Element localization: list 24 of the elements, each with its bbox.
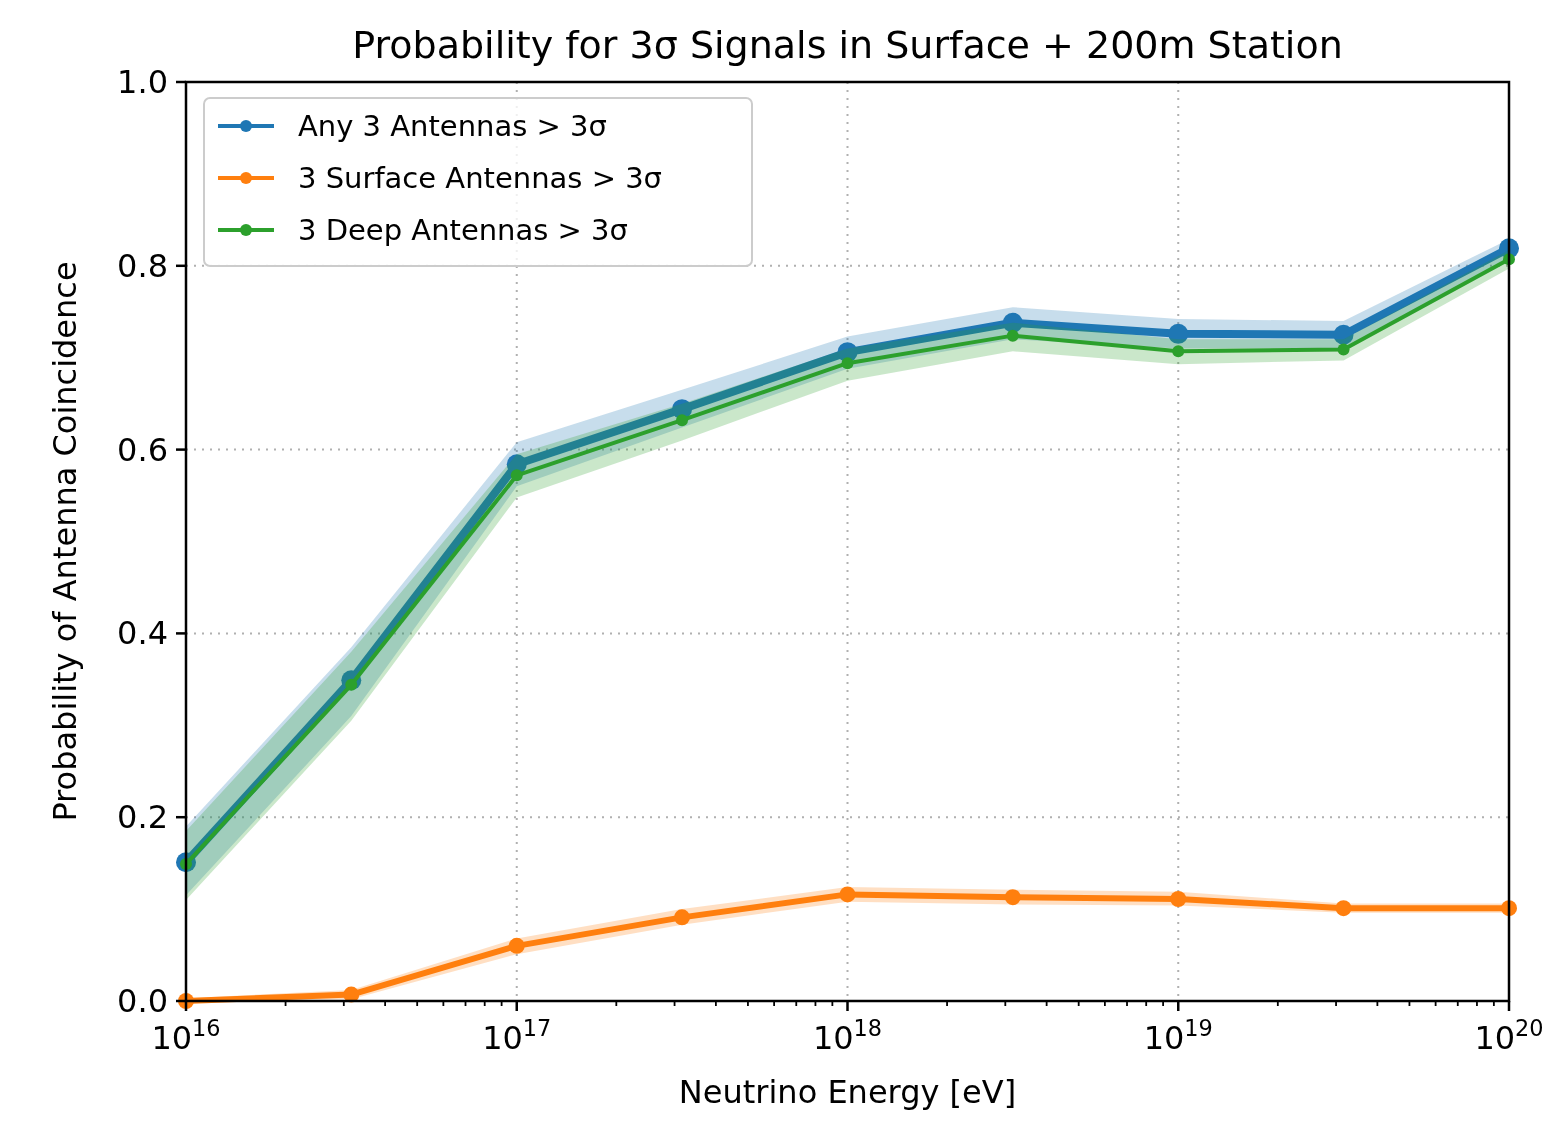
point <box>1006 329 1019 342</box>
y-tick-label: 1.0 <box>117 63 168 101</box>
y-axis-title: Probability of Antenna Coincidence <box>46 261 84 822</box>
legend-label: 3 Deep Antennas > 3σ <box>298 213 628 247</box>
x-tick-label: 10$^{20}$ <box>1474 1015 1544 1057</box>
point <box>1002 312 1023 333</box>
x-axis-title: Neutrino Energy [eV] <box>678 1073 1017 1111</box>
point <box>1337 343 1350 356</box>
y-tick-label: 0.4 <box>117 614 168 653</box>
point <box>1168 323 1189 344</box>
point <box>676 414 689 427</box>
point <box>841 357 854 370</box>
y-tick-label: 0.6 <box>117 430 168 469</box>
legend-label: Any 3 Antennas > 3σ <box>298 109 607 143</box>
point <box>1172 345 1185 358</box>
point <box>1333 324 1354 345</box>
y-tick-label: 0.2 <box>117 798 168 837</box>
chart-title: Probability for 3σ Signals in Surface + 200m Station <box>352 23 1343 67</box>
legend-label: 3 Surface Antennas > 3σ <box>298 161 663 195</box>
x-tick-label: 10$^{17}$ <box>482 1015 552 1057</box>
x-tick-label: 10$^{18}$ <box>812 1015 883 1057</box>
x-tick-label: 10$^{19}$ <box>1143 1015 1213 1057</box>
y-tick-label: 0.8 <box>117 246 168 285</box>
point <box>510 469 523 482</box>
